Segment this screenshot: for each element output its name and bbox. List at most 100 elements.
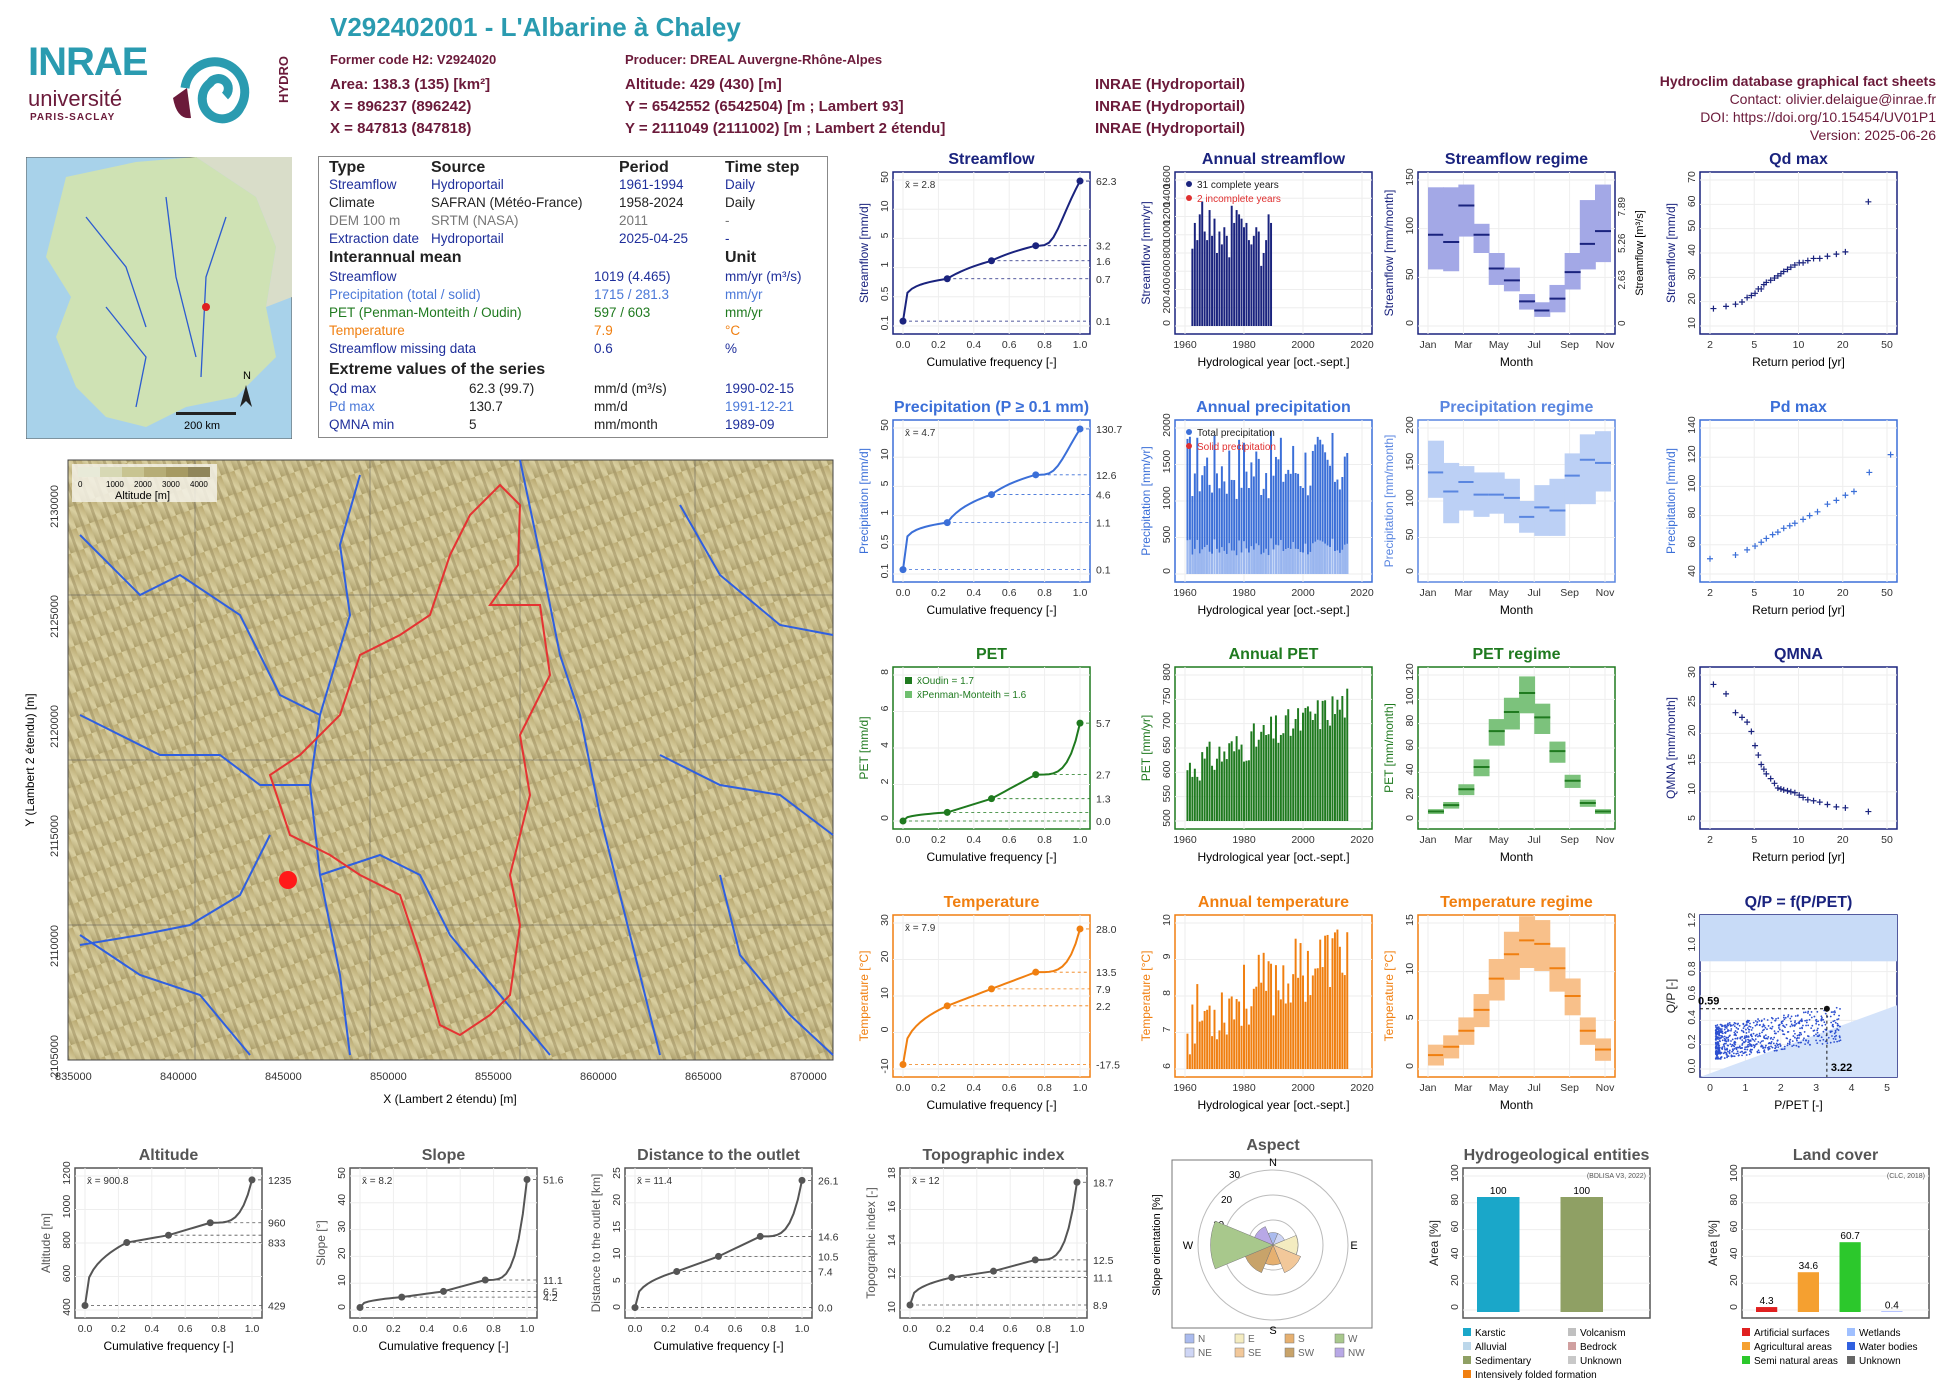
y-tick: 600 bbox=[1161, 259, 1173, 277]
info-period: 1958-2024 bbox=[619, 195, 684, 210]
annual-bar bbox=[1311, 719, 1314, 821]
qp-point bbox=[1773, 1049, 1776, 1052]
x-tick: 5 bbox=[1884, 1082, 1890, 1094]
x-tick: 0.2 bbox=[931, 339, 946, 351]
rp-point bbox=[1710, 681, 1717, 688]
annual-bar bbox=[1245, 1008, 1248, 1069]
rp-point bbox=[1744, 719, 1751, 726]
y-tick: 0 bbox=[1161, 568, 1173, 574]
qp-point bbox=[1813, 1034, 1815, 1037]
legend-swatch bbox=[1234, 1333, 1245, 1344]
qp-point bbox=[1816, 1010, 1819, 1013]
qp-point bbox=[1815, 1039, 1818, 1042]
y-label: Precipitation [mm/month] bbox=[1382, 435, 1396, 568]
qp-point bbox=[1786, 1042, 1789, 1045]
x-label: Month bbox=[1500, 603, 1533, 617]
y-tick: 50 bbox=[1686, 220, 1698, 232]
annual-bar bbox=[1277, 459, 1280, 574]
legend-swatch bbox=[1742, 1356, 1750, 1364]
qp-point bbox=[1816, 1035, 1819, 1038]
qp-point bbox=[1799, 1027, 1801, 1030]
legend-swatch bbox=[1186, 181, 1192, 187]
qp-point bbox=[1777, 1027, 1780, 1029]
qp-point bbox=[1724, 1025, 1726, 1028]
legend-swatch bbox=[905, 691, 912, 698]
info-type: DEM 100 m bbox=[329, 213, 401, 228]
y-tick: 0 bbox=[1404, 1063, 1416, 1069]
map-ytick: 2120000 bbox=[49, 705, 61, 748]
regime-box bbox=[1519, 676, 1536, 714]
legend-entry: x̄Penman-Monteith = 1.6 bbox=[917, 690, 1027, 701]
qp-point bbox=[1762, 1029, 1764, 1032]
qp-point bbox=[1759, 1041, 1762, 1044]
annual-bar-solid bbox=[1223, 550, 1226, 574]
extreme-date: 1990-02-15 bbox=[725, 381, 795, 396]
info-type: Streamflow bbox=[329, 177, 397, 192]
ring-label: 30 bbox=[1229, 1170, 1241, 1181]
qp-point bbox=[1725, 1053, 1728, 1056]
x-tick: 2020 bbox=[1350, 339, 1374, 351]
qp-point bbox=[1802, 1011, 1805, 1014]
altitude-legend-tick: 0 bbox=[78, 480, 83, 489]
qp-point bbox=[1717, 1038, 1720, 1040]
annual-bar-solid bbox=[1294, 548, 1297, 574]
y-tick: 10 bbox=[1686, 317, 1698, 329]
annual-bar bbox=[1186, 1033, 1189, 1069]
y-tick: 0 bbox=[1728, 1304, 1740, 1310]
qp-point bbox=[1745, 1032, 1748, 1034]
quantile-label: 1.3 bbox=[1096, 794, 1111, 806]
qp-point bbox=[1807, 1010, 1810, 1013]
y-tick: 0 bbox=[1404, 320, 1416, 326]
annual-bar bbox=[1206, 1009, 1209, 1069]
chart-title: Altitude bbox=[139, 1147, 199, 1164]
x-tick: 0.2 bbox=[111, 1323, 126, 1335]
quantile-label: 12.5 bbox=[1093, 1255, 1114, 1267]
y-tick: 60 bbox=[1404, 739, 1416, 751]
regime-box bbox=[1458, 466, 1475, 511]
annual-bar bbox=[1287, 469, 1290, 574]
y-tick: 50 bbox=[879, 171, 891, 183]
qp-point bbox=[1830, 1021, 1833, 1024]
legend-entry: Agricultural areas bbox=[1754, 1342, 1832, 1353]
x-tick: 5 bbox=[1751, 587, 1757, 599]
annual-bar-solid bbox=[1215, 548, 1218, 574]
qp-point bbox=[1820, 1018, 1823, 1021]
annual-bar bbox=[1252, 235, 1255, 326]
x-tick: 1.0 bbox=[245, 1323, 260, 1335]
annual-bar bbox=[1284, 473, 1287, 574]
y-tick: 100 bbox=[1404, 687, 1416, 705]
qp-point bbox=[1783, 1033, 1786, 1036]
qp-point bbox=[1821, 1024, 1824, 1027]
qp-point bbox=[1727, 1055, 1730, 1058]
qp-point bbox=[1773, 1030, 1776, 1033]
map-xtick: 835000 bbox=[55, 1071, 92, 1083]
chart-annual_pet: Annual PET 1960 1980 2000 2020 500 550 600 650 70… bbox=[1139, 646, 1374, 864]
qp-point bbox=[1837, 1029, 1840, 1031]
y-tick: 16 bbox=[886, 1201, 898, 1213]
x-tick: 0.2 bbox=[386, 1323, 401, 1335]
rp-point bbox=[1887, 451, 1894, 458]
qp-point bbox=[1718, 1027, 1721, 1030]
y-tick: 60 bbox=[1686, 536, 1698, 548]
qp-point bbox=[1830, 1030, 1833, 1033]
qp-point bbox=[1725, 1027, 1728, 1029]
x-tick: 0.6 bbox=[728, 1323, 743, 1335]
annual-bar bbox=[1306, 706, 1309, 821]
qp-point bbox=[1753, 1040, 1756, 1042]
qp-point bbox=[1746, 1027, 1749, 1029]
direction-label: N bbox=[1269, 1157, 1277, 1169]
annual-bar-solid bbox=[1252, 549, 1255, 574]
info-period: 2011 bbox=[619, 213, 649, 228]
info-period: 2025-04-25 bbox=[619, 231, 689, 246]
legend-swatch bbox=[1463, 1328, 1471, 1336]
qp-point bbox=[1753, 1045, 1756, 1048]
altitude-legend-tick: 2000 bbox=[134, 480, 152, 489]
qp-point bbox=[1723, 1042, 1726, 1045]
info-step: - bbox=[725, 213, 730, 228]
quantile-label: 2.2 bbox=[1096, 1001, 1111, 1013]
y-tick: 1200 bbox=[1161, 202, 1173, 226]
y-tick: 140 bbox=[1686, 416, 1698, 434]
cat-bar bbox=[1756, 1307, 1778, 1312]
chart-title: Q/P = f(P/PET) bbox=[1745, 894, 1853, 911]
